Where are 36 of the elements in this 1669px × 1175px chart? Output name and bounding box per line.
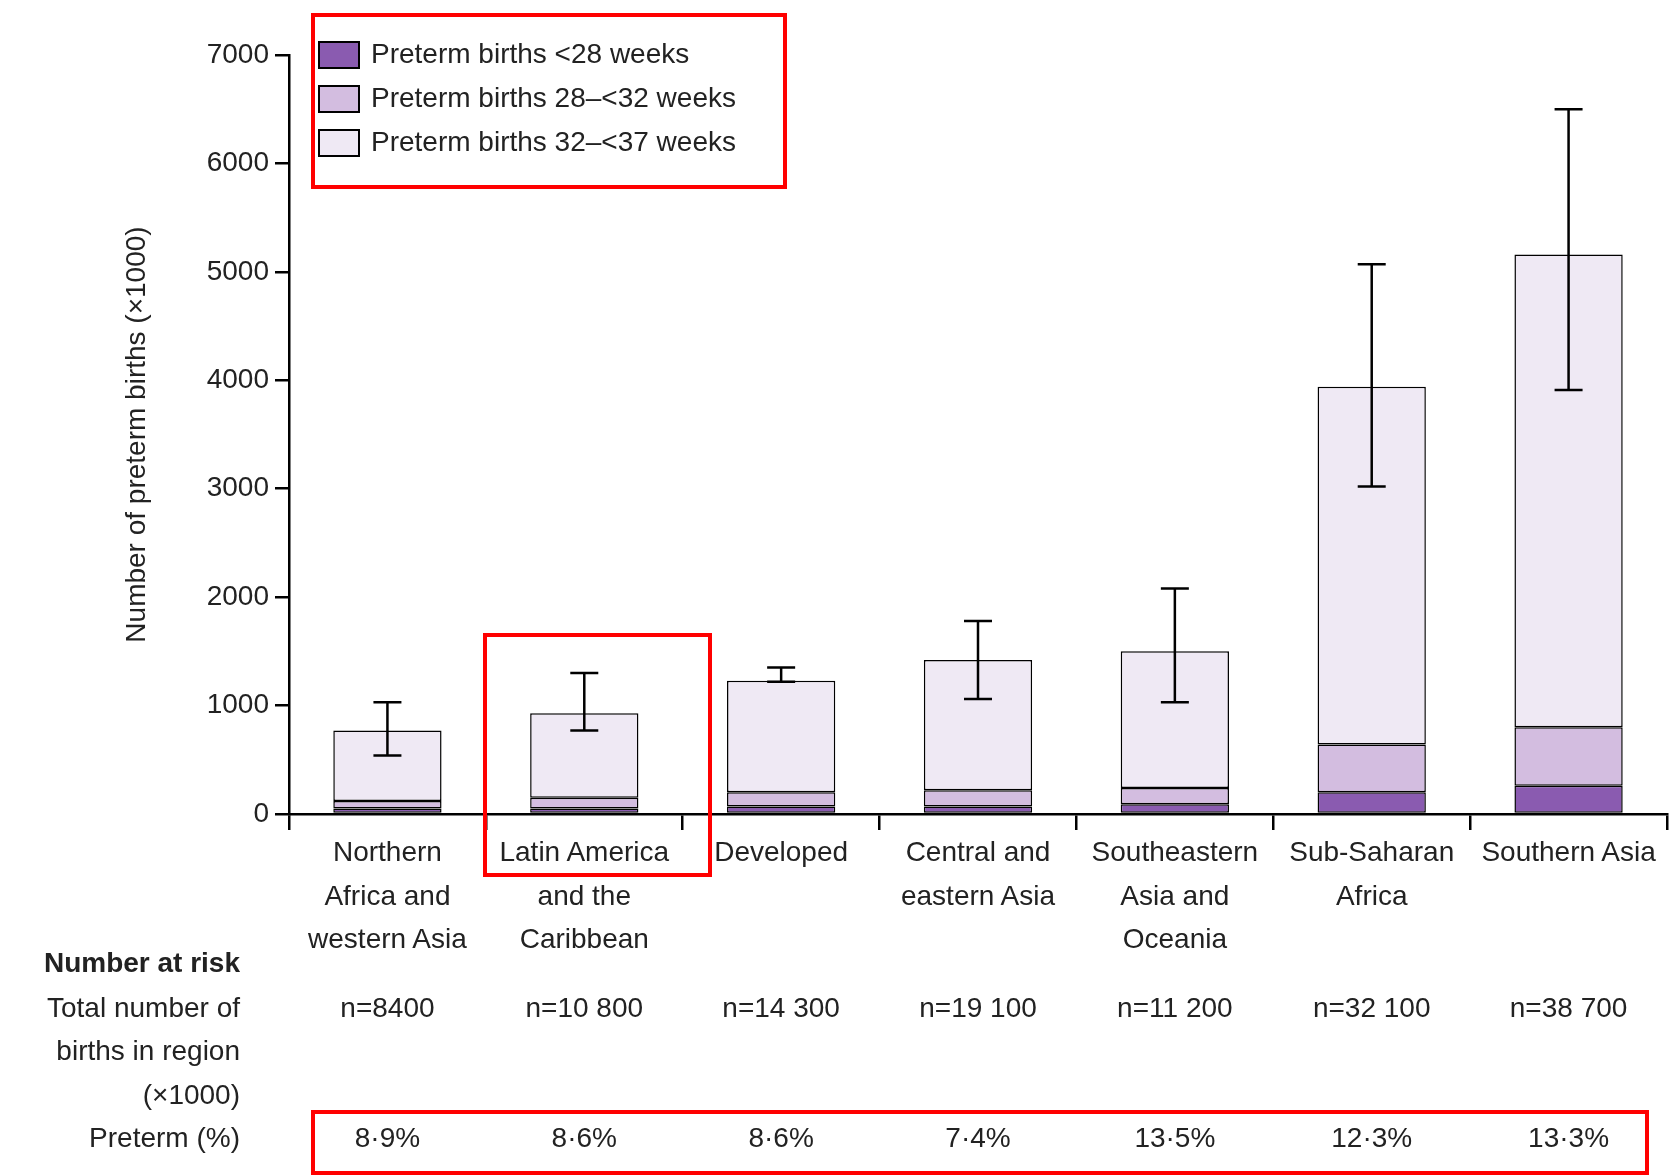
y-tick-label: 3000 xyxy=(206,471,269,503)
text: Preterm (%) xyxy=(89,1122,240,1154)
y-tick-label: 4000 xyxy=(206,363,269,394)
text: 12·3% xyxy=(1331,1122,1413,1154)
text: 8·6% xyxy=(551,1122,617,1154)
legend-label: Preterm births 28–<32 weeks xyxy=(371,81,736,113)
text: 7·4% xyxy=(945,1122,1011,1154)
x-tick-label: Southern Asia xyxy=(1481,836,1657,868)
text: n=8400 xyxy=(340,991,435,1023)
y-tick-label: 1000 xyxy=(206,688,269,720)
y-tick-label: 0 xyxy=(253,796,269,828)
y-tick-label: 6000 xyxy=(206,146,269,178)
y-axis-title: Number of preterm births (×1000) xyxy=(119,226,151,643)
text: 13·5% xyxy=(1134,1122,1216,1154)
text: n=14 300 xyxy=(722,991,840,1023)
x-tick-label: Developed xyxy=(714,836,849,868)
x-tick-label: Northern Africa and western Asia xyxy=(307,836,468,955)
text: n=11 200 xyxy=(1117,991,1233,1023)
text: Number at risk xyxy=(43,946,241,978)
text: 8·6% xyxy=(748,1122,814,1154)
text: 13·3% xyxy=(1528,1122,1610,1154)
x-tick-label: Latin America and the Caribbean xyxy=(499,836,670,955)
text: 8·9% xyxy=(354,1122,421,1154)
y-tick-label: 7000 xyxy=(206,37,269,69)
x-tick-label: Central and eastern Asia xyxy=(900,836,1056,911)
y-tick-label: 5000 xyxy=(206,254,269,286)
x-tick-label: Sub-Saharan Africa xyxy=(1289,836,1455,911)
text: n=10 800 xyxy=(525,991,644,1023)
text: n=32 100 xyxy=(1312,991,1431,1023)
text: n=19 100 xyxy=(919,991,1037,1023)
text: n=38 700 xyxy=(1509,991,1628,1023)
text: Total number of births in region (×1000) xyxy=(47,991,241,1110)
legend-label: Preterm births 32–<37 weeks xyxy=(371,125,736,157)
legend-label: Preterm births <28 weeks xyxy=(371,37,690,69)
y-tick-label: 2000 xyxy=(206,579,269,611)
x-tick-label: Southeastern Asia and Oceania xyxy=(1091,836,1259,955)
